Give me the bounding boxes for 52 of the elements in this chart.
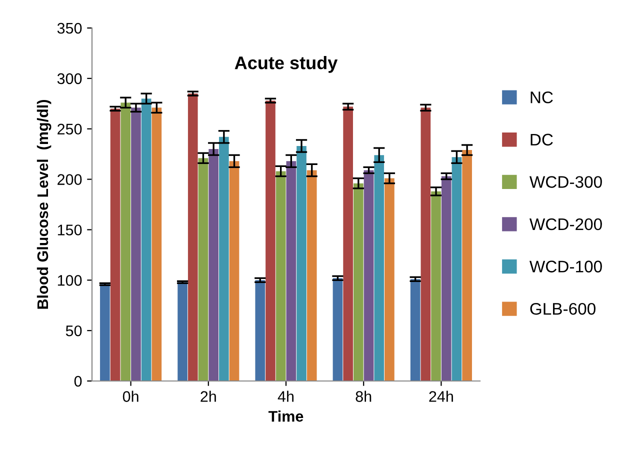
legend-label: NC [530, 91, 553, 104]
bar [410, 279, 420, 381]
legend-label: DC [530, 134, 553, 146]
bar [219, 136, 229, 381]
y-tick-label: 250 [58, 124, 82, 135]
y-tick-label: 150 [58, 224, 82, 236]
bar [374, 155, 384, 381]
x-axis-title: Time [268, 410, 304, 422]
legend-label: WCD-200 [530, 218, 602, 230]
bar [120, 102, 131, 381]
x-tick-label: 24h [429, 390, 453, 402]
bar [141, 98, 152, 381]
y-tick-label: 50 [66, 325, 82, 336]
bar [229, 161, 240, 381]
y-tick-label: 200 [58, 174, 82, 185]
bar [452, 157, 462, 381]
bar [188, 94, 198, 381]
bar [296, 146, 306, 381]
x-tick-label: 0h [122, 390, 138, 402]
bar [110, 108, 120, 381]
y-axis-title: Blood Glucose Level (mg/dl) [36, 100, 52, 309]
y-tick-label: 300 [57, 73, 82, 84]
bar [420, 108, 431, 381]
bar [208, 149, 218, 381]
bar [384, 178, 394, 381]
bar [343, 106, 353, 381]
bar [152, 108, 162, 381]
text: Acute study [234, 56, 338, 73]
bar [332, 278, 343, 381]
x-tick-label: 4h [278, 390, 294, 402]
x-tick-label: 8h [356, 390, 372, 402]
bar [354, 183, 364, 381]
legend-label: WCD-300 [530, 176, 602, 188]
bar [462, 150, 472, 381]
x-tick-label: 2h [200, 390, 216, 402]
bar [131, 108, 141, 381]
bar [100, 284, 110, 381]
bar [198, 158, 208, 381]
bar [178, 282, 188, 381]
y-tick-label: 0 [74, 376, 82, 387]
bar [276, 171, 286, 381]
legend-label: WCD-100 [530, 260, 602, 272]
bar [364, 170, 374, 381]
bar [266, 100, 276, 381]
bar [306, 170, 317, 381]
bar [441, 176, 452, 381]
bar [286, 161, 296, 381]
bar [431, 191, 441, 381]
legend-label: GLB-600 [530, 302, 596, 315]
y-tick-label: 100 [58, 275, 82, 286]
bar [255, 280, 266, 381]
y-tick-label: 350 [57, 22, 82, 34]
